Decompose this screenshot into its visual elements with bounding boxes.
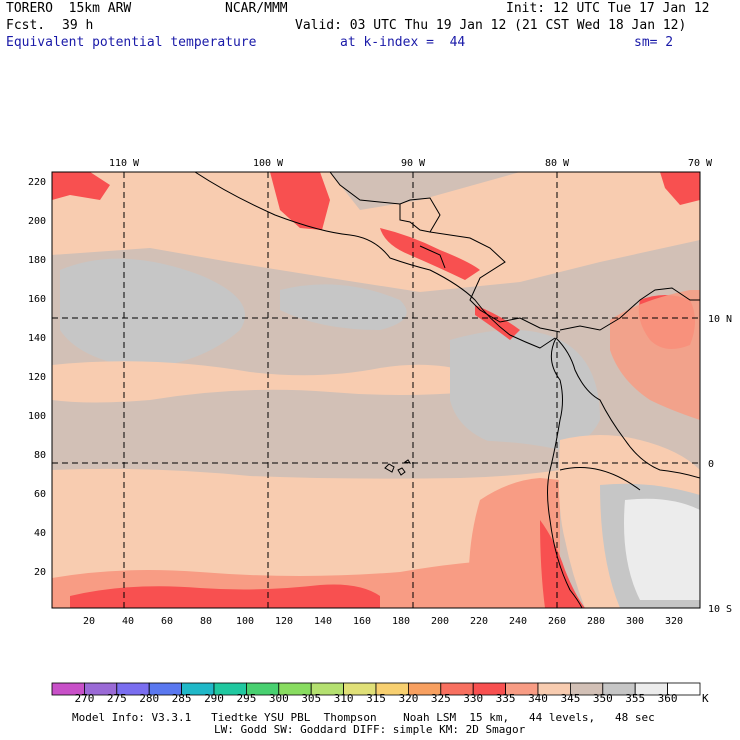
- legend-swatch: [667, 682, 701, 696]
- bottom-axis-label: 220: [470, 616, 488, 627]
- right-axis-label: 10 N: [708, 314, 732, 325]
- bottom-axis-label: 260: [548, 616, 566, 627]
- left-axis-label: 60: [34, 489, 46, 500]
- left-axis-label: 80: [34, 450, 46, 461]
- bottom-axis-label: 240: [509, 616, 527, 627]
- legend-value: 280: [139, 692, 159, 705]
- bottom-axis-label: 20: [83, 616, 95, 627]
- legend-value: 355: [625, 692, 645, 705]
- legend-value: 350: [593, 692, 613, 705]
- init-time: Init: 12 UTC Tue 17 Jan 12: [506, 1, 710, 16]
- top-axis-label: 90 W: [401, 158, 426, 169]
- bottom-axis-label: 80: [200, 616, 212, 627]
- left-axis-label: 40: [34, 528, 46, 539]
- left-axis-label: 220: [28, 177, 46, 188]
- valid-time: Valid: 03 UTC Thu 19 Jan 12 (21 CST Wed …: [295, 18, 687, 33]
- bottom-axis-label: 300: [626, 616, 644, 627]
- bottom-axis-label: 100: [236, 616, 254, 627]
- right-axis-label: 10 S: [708, 604, 732, 615]
- bottom-axis-label: 40: [122, 616, 134, 627]
- bottom-axis-label: 60: [161, 616, 173, 627]
- left-axis-label: 120: [28, 372, 46, 383]
- legend-value: 320: [398, 692, 418, 705]
- center-name: NCAR/MMM: [225, 1, 288, 16]
- bottom-axis-label: 200: [431, 616, 449, 627]
- legend-unit: K: [702, 692, 709, 705]
- top-axis-label: 80 W: [545, 158, 570, 169]
- left-axis-label: 200: [28, 216, 46, 227]
- legend-value: 325: [431, 692, 451, 705]
- left-axis-label: 140: [28, 333, 46, 344]
- color-legend: 270 275 280 285 290 295 300 305 310 315 320 325 330 3…: [51, 682, 709, 705]
- level-index: at k-index = 44: [340, 35, 466, 50]
- legend-value: 270: [74, 692, 94, 705]
- legend-value: 315: [366, 692, 386, 705]
- equivalent-potential-temperature-map: 110 W 100 W 90 W 80 W 70 W 10 N 0 10 S 2…: [28, 158, 732, 627]
- bottom-axis-label: 320: [665, 616, 683, 627]
- legend-value: 290: [204, 692, 224, 705]
- model-info-line1: Model Info: V3.3.1 Tiedtke YSU PBL Thomp…: [72, 711, 655, 724]
- forecast-hour: 39 h: [62, 18, 94, 33]
- bottom-axis-label: 120: [275, 616, 293, 627]
- legend-value: 335: [496, 692, 516, 705]
- right-axis-label: 0: [708, 459, 714, 470]
- left-axis-label: 180: [28, 255, 46, 266]
- legend-value: 345: [560, 692, 580, 705]
- bottom-axis-label: 140: [314, 616, 332, 627]
- top-axis-label: 70 W: [688, 158, 713, 169]
- forecast-label: Fcst.: [6, 18, 46, 33]
- legend-value: 340: [528, 692, 548, 705]
- bottom-axis-label: 180: [392, 616, 410, 627]
- legend-value: 275: [107, 692, 127, 705]
- legend-value: 360: [658, 692, 678, 705]
- model-title: TORERO 15km ARW: [6, 1, 132, 16]
- bottom-axis-label: 280: [587, 616, 605, 627]
- left-axis-label: 160: [28, 294, 46, 305]
- left-axis-label: 100: [28, 411, 46, 422]
- legend-value: 295: [236, 692, 256, 705]
- legend-value: 300: [269, 692, 289, 705]
- smoothing: sm= 2: [634, 35, 674, 50]
- top-axis-label: 110 W: [109, 158, 140, 169]
- model-info-line2: LW: Godd SW: Goddard DIFF: simple KM: 2D…: [214, 723, 526, 736]
- legend-value: 285: [172, 692, 192, 705]
- legend-value: 330: [463, 692, 483, 705]
- left-axis-label: 20: [34, 567, 46, 578]
- bottom-axis-label: 160: [353, 616, 371, 627]
- legend-value: 305: [301, 692, 321, 705]
- legend-value: 310: [334, 692, 354, 705]
- field-name: Equivalent potential temperature: [6, 35, 257, 50]
- top-axis-label: 100 W: [253, 158, 284, 169]
